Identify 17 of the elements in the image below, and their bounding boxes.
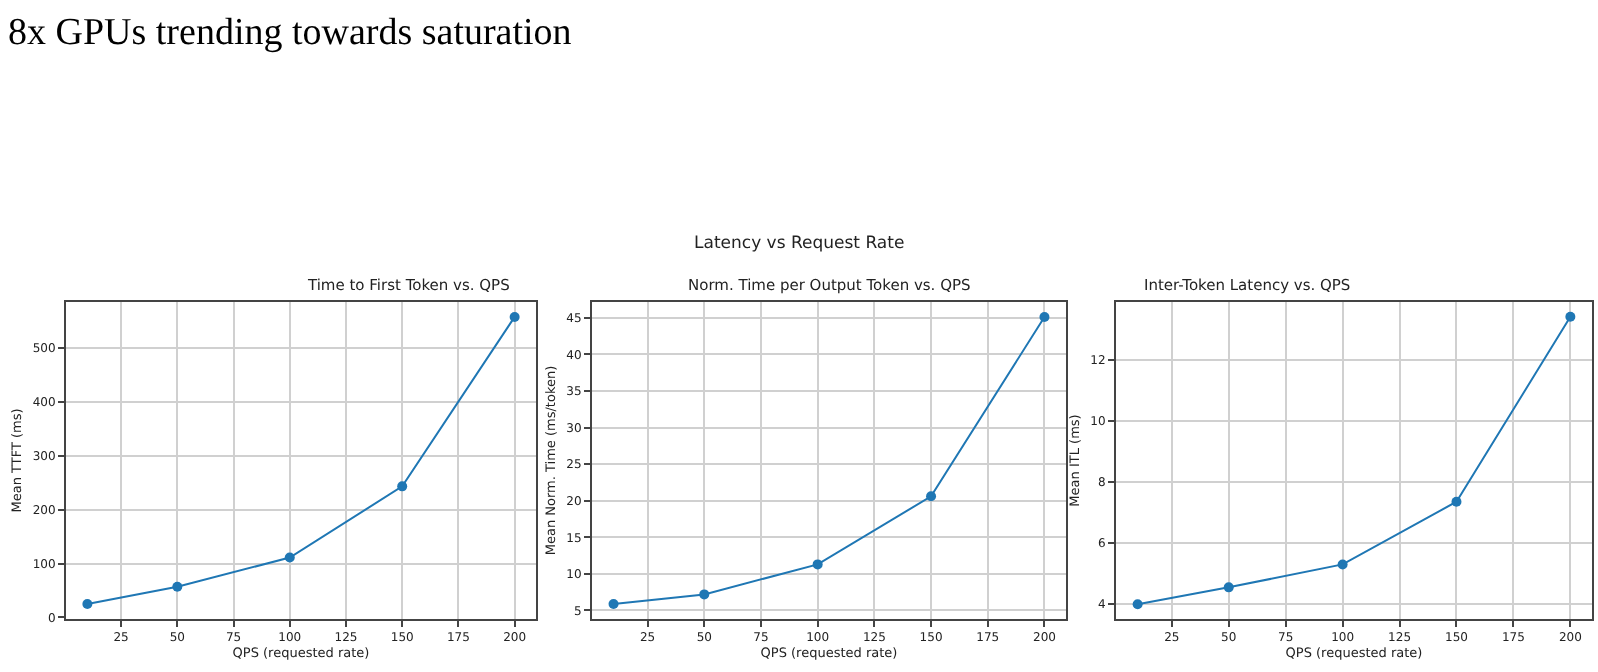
- point: [1132, 599, 1143, 610]
- point: [82, 598, 93, 609]
- text: Latency vs Request Rate: [694, 234, 905, 254]
- point: [812, 559, 823, 570]
- point: [1565, 311, 1576, 322]
- point: [699, 589, 710, 600]
- point: [1223, 582, 1234, 593]
- point: [608, 598, 619, 609]
- point: [926, 491, 937, 502]
- point: [1337, 559, 1348, 570]
- point: [397, 481, 408, 492]
- point: [509, 311, 520, 322]
- text: 8x GPUs trending towards saturation: [8, 12, 573, 54]
- point: [284, 552, 295, 563]
- point: [1039, 312, 1050, 322]
- point: [172, 581, 183, 592]
- point: [1451, 496, 1462, 507]
